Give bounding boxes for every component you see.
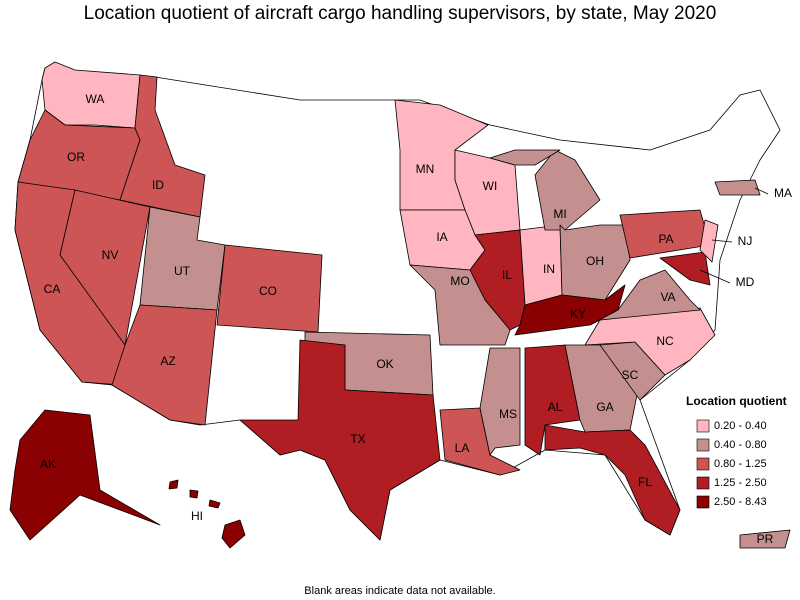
legend-swatch bbox=[696, 476, 710, 490]
leader-line bbox=[711, 239, 733, 243]
state: MO bbox=[409, 264, 511, 346]
state-label: AZ bbox=[160, 354, 175, 368]
state-label: WI bbox=[483, 179, 498, 193]
state: VA bbox=[589, 269, 701, 326]
state-shape bbox=[168, 479, 179, 490]
state-label: PR bbox=[757, 532, 774, 546]
state-label: CO bbox=[259, 284, 277, 298]
state: OH bbox=[559, 224, 631, 301]
state-shape bbox=[489, 149, 561, 166]
state-label: LA bbox=[455, 441, 470, 455]
legend-label: 0.20 - 0.40 bbox=[714, 420, 767, 432]
state-shape bbox=[9, 409, 161, 541]
state: PR bbox=[739, 529, 791, 549]
state: MS bbox=[479, 347, 521, 456]
state: AK bbox=[9, 409, 161, 541]
state-shape bbox=[739, 529, 791, 549]
state-label: NJ bbox=[738, 234, 753, 248]
state: MA bbox=[714, 179, 792, 200]
state: PA bbox=[619, 209, 711, 259]
state-shape bbox=[714, 179, 761, 196]
state-shape bbox=[41, 61, 141, 129]
state-label: MS bbox=[499, 407, 517, 421]
state-label: OK bbox=[376, 357, 393, 371]
state-label: NV bbox=[102, 248, 119, 262]
legend-label: 0.80 - 1.25 bbox=[714, 458, 767, 470]
state-shape bbox=[699, 219, 719, 263]
state: MI bbox=[489, 149, 601, 231]
legend-title: Location quotient bbox=[686, 394, 787, 408]
legend-swatch bbox=[696, 495, 710, 509]
state: CO bbox=[216, 244, 323, 333]
state-label: MO bbox=[450, 274, 469, 288]
state-label: AL bbox=[548, 400, 563, 414]
state-label: ID bbox=[152, 178, 164, 192]
state-label: OR bbox=[67, 150, 85, 164]
state-shape bbox=[119, 74, 206, 218]
state: HI bbox=[168, 479, 246, 549]
state-shape bbox=[559, 224, 631, 301]
state-shape bbox=[239, 339, 441, 541]
legend-label: 1.25 - 2.50 bbox=[714, 477, 767, 489]
state: TX bbox=[239, 339, 441, 541]
state-shape bbox=[659, 251, 711, 286]
state: NJ bbox=[699, 219, 753, 263]
state-label: GA bbox=[596, 400, 613, 414]
state-label: HI bbox=[191, 509, 203, 523]
legend-label: 0.40 - 0.80 bbox=[714, 439, 767, 451]
state-label: NC bbox=[656, 334, 674, 348]
legend-label: 2.50 - 8.43 bbox=[714, 496, 767, 508]
leader-line bbox=[754, 187, 769, 195]
state-shape bbox=[589, 269, 701, 326]
state-label: FL bbox=[638, 475, 652, 489]
state-shape bbox=[544, 424, 681, 536]
state-label: IN bbox=[543, 262, 555, 276]
state-label: SC bbox=[622, 368, 639, 382]
legend: Location quotient 0.20 - 0.40 0.40 - 0.80… bbox=[686, 394, 787, 509]
state: WA bbox=[41, 61, 141, 129]
state: OR bbox=[17, 109, 141, 201]
state-label: MA bbox=[774, 186, 792, 200]
state-shape bbox=[111, 304, 218, 426]
state-shape bbox=[479, 347, 521, 456]
states: WA OR ID CA NV UT AZ CO MN WI IA IL IN MI OH KY PA MO OK TX… bbox=[9, 61, 792, 549]
state-label: CA bbox=[44, 282, 61, 296]
state-label: MN bbox=[416, 162, 435, 176]
leader-line bbox=[699, 269, 731, 284]
state: IN bbox=[519, 224, 563, 306]
state-shape bbox=[519, 224, 563, 306]
state-label: IA bbox=[436, 230, 447, 244]
map-title: Location quotient of aircraft cargo hand… bbox=[84, 3, 717, 24]
state-label: AK bbox=[40, 457, 56, 471]
state-label: PA bbox=[658, 232, 673, 246]
state-shape bbox=[189, 489, 199, 499]
state-label: UT bbox=[174, 264, 191, 278]
state-shape bbox=[409, 264, 511, 346]
state-label: MI bbox=[553, 207, 566, 221]
state-label: IL bbox=[502, 268, 512, 282]
legend-swatch bbox=[696, 457, 710, 471]
state-shape bbox=[221, 519, 246, 549]
state-label: KY bbox=[570, 307, 586, 321]
state: AZ bbox=[111, 304, 218, 426]
legend-swatch bbox=[696, 419, 710, 433]
legend-swatch bbox=[696, 438, 710, 452]
state: UT bbox=[139, 206, 226, 311]
state: ID bbox=[119, 74, 206, 218]
state-label: VA bbox=[660, 290, 675, 304]
state-label: MD bbox=[736, 275, 755, 289]
state-shape bbox=[208, 499, 221, 509]
state-label: OH bbox=[586, 254, 604, 268]
footnote: Blank areas indicate data not available. bbox=[304, 585, 495, 597]
state: MD bbox=[659, 251, 755, 289]
state-label: WA bbox=[86, 92, 105, 106]
state-label: TX bbox=[350, 432, 365, 446]
state: FL bbox=[544, 424, 681, 536]
